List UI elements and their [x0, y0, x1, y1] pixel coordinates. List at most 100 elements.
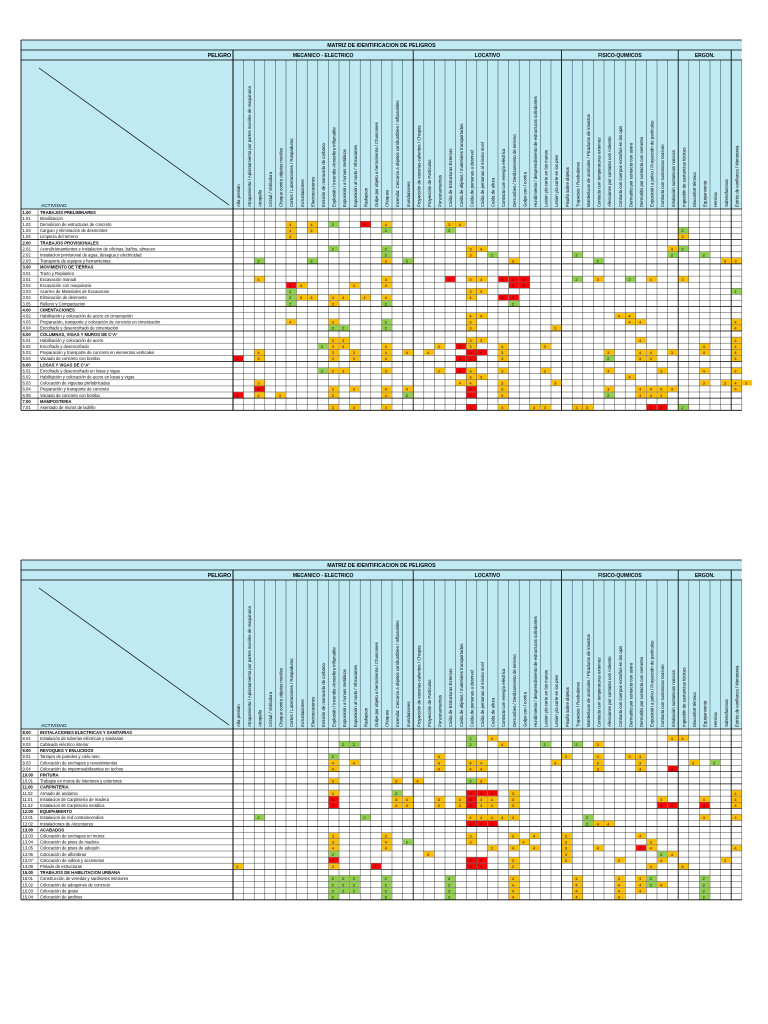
risk-cell [636, 833, 647, 839]
risk-cell [593, 820, 604, 827]
hazard-column-header: Electrocuciones [310, 697, 315, 727]
risk-cell-value: 2 [257, 259, 260, 264]
risk-cell [625, 313, 636, 319]
risk-cell [498, 355, 509, 362]
risk-cell [392, 802, 403, 808]
hazard-column-header: Contacto con energía eléctrica [501, 668, 506, 727]
risk-cell [699, 894, 710, 900]
hazard-column-header: Caída de personas al mismo nivel [480, 662, 485, 727]
risk-cell [254, 355, 265, 362]
risk-cell [434, 759, 445, 766]
risk-cell [477, 245, 488, 252]
risk-cell-value: 4 [342, 295, 345, 300]
risk-cell-value: 4 [650, 864, 653, 869]
risk-cell-value: 2 [353, 882, 356, 887]
activity-name: Tarrajeo de paredes y cielo raso [40, 754, 100, 759]
risk-cell-value: 3 [332, 344, 335, 349]
risk-cell [381, 258, 392, 264]
activity-name: Instalacion de Carpintería de madera [40, 797, 110, 802]
risk-cell-value: 3 [724, 381, 727, 386]
risk-cell [646, 863, 657, 869]
activity-name: Colocación de jardines [40, 895, 82, 900]
risk-cell-value: 4 [522, 840, 525, 845]
risk-cell-value: 4 [575, 882, 578, 887]
risk-cell [339, 881, 350, 888]
hazard-column-header: Radiacion [363, 707, 368, 727]
risk-cell [381, 319, 392, 325]
risk-cell [381, 245, 392, 252]
risk-cell [699, 367, 710, 374]
risk-cell [678, 245, 689, 252]
risk-cell-value: 1 [734, 289, 737, 294]
risk-cell [349, 282, 360, 288]
risk-cell [731, 380, 742, 386]
risk-cell-value: 3 [438, 803, 441, 808]
risk-cell-value: 4 [671, 736, 674, 741]
risk-cell-value: 4 [385, 356, 388, 361]
risk-cell-value: 2 [650, 882, 653, 887]
risk-cell-value: 4 [469, 387, 472, 392]
risk-cell-value: 3 [363, 222, 366, 227]
risk-cell-value: 3 [332, 834, 335, 839]
risk-cell-value: 3 [512, 858, 515, 863]
risk-cell-value: 2 [342, 742, 345, 747]
hazard-column-header: Caída de objetos / materiales transporta… [459, 644, 464, 727]
section-title: MAMPOSTERIA [40, 399, 71, 404]
section-title: MOVIMIENTO DE TIERRAS [40, 265, 94, 270]
risk-cell [508, 276, 519, 282]
risk-cell [604, 386, 615, 392]
activity-code: 12.00 [23, 809, 34, 814]
risk-cell-value: 3 [459, 797, 462, 802]
risk-cell [286, 288, 297, 295]
risk-cell [381, 355, 392, 362]
risk-cell [636, 881, 647, 888]
risk-cell [498, 741, 509, 747]
risk-cell-value: 2 [385, 246, 388, 251]
risk-cell-value: 2 [385, 228, 388, 233]
hazard-column-header: Cristal / Vidriadura [268, 171, 273, 207]
hazard-column-header: Radiacion [363, 187, 368, 207]
risk-cell-value: 4 [491, 803, 494, 808]
risk-cell-value: 3 [459, 803, 462, 808]
risk-cell-value: 4 [469, 760, 472, 765]
risk-cell-value: 3 [469, 344, 472, 349]
risk-cell [286, 319, 297, 325]
risk-cell-value: 4 [332, 797, 335, 802]
hazard-column-header: Exposición a polvo / Proyección de partí… [650, 121, 655, 207]
risk-cell [466, 288, 477, 295]
risk-cell-value: 4 [332, 858, 335, 863]
risk-cell [381, 252, 392, 258]
risk-cell-value: 3 [607, 350, 610, 355]
risk-cell-value: 2 [448, 876, 451, 881]
risk-cell-value: 4 [501, 405, 504, 410]
risk-cell [699, 252, 710, 258]
risk-cell [328, 845, 339, 851]
risk-cell [604, 392, 615, 398]
risk-cell-value: 2 [332, 888, 335, 893]
risk-cell-value: 4 [734, 368, 737, 373]
hazard-column-header: Lesion y/o corte en las manos [544, 670, 549, 727]
risk-cell-value: 2 [363, 815, 366, 820]
risk-cell-value: 4 [639, 387, 642, 392]
activity-code: 4.04 [23, 326, 32, 331]
risk-cell-value: 4 [385, 277, 388, 282]
risk-cell-value: 4 [639, 834, 642, 839]
risk-cell [731, 790, 742, 796]
activity-name: Carguio y eliminación de desmontes [40, 228, 108, 233]
risk-cell [498, 814, 509, 821]
hazard-column-header: Emisión de monoxido de carbono [321, 663, 326, 727]
risk-cell-value: 4 [628, 320, 631, 325]
risk-cell [572, 894, 583, 900]
activity-code: 2.00 [23, 240, 32, 245]
risk-cell [445, 276, 456, 282]
risk-cell [381, 881, 392, 888]
risk-cell-value: 2 [575, 253, 578, 258]
section-title: TRABAJOS DE HABILITACION URBANA [40, 870, 120, 875]
risk-cell-value: 2 [406, 840, 409, 845]
risk-cell-value: 3 [332, 301, 335, 306]
activity-code: 13.07 [23, 858, 34, 863]
activity-code: 4.03 [23, 320, 32, 325]
risk-cell [328, 294, 339, 301]
risk-cell [233, 392, 244, 398]
risk-cell [508, 790, 519, 796]
